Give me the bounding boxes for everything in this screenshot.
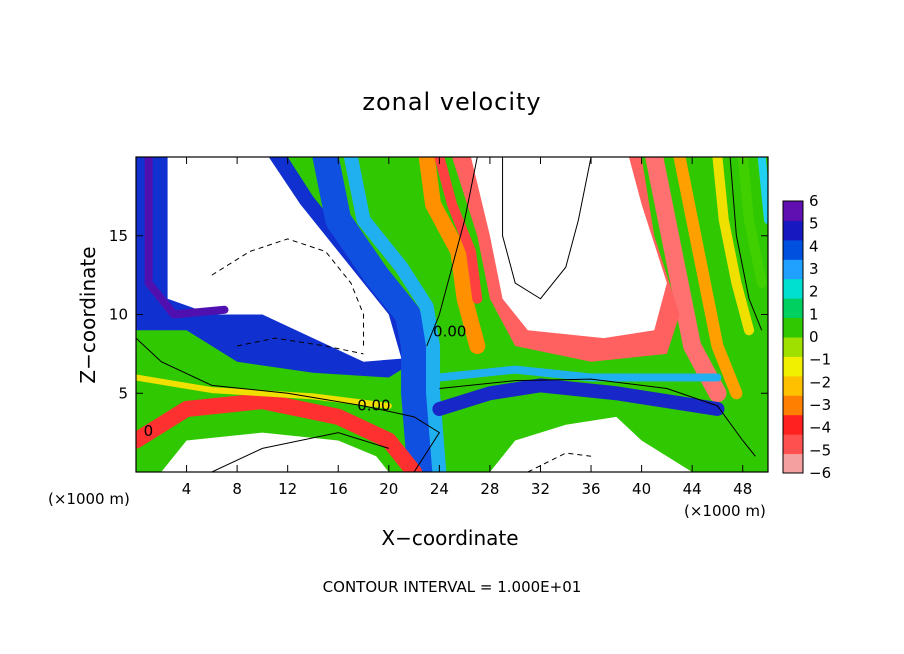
colorbar-swatch bbox=[783, 453, 803, 474]
band-green-right bbox=[737, 157, 767, 288]
colorbar-swatch bbox=[783, 317, 803, 338]
band-blue-center bbox=[312, 157, 434, 472]
colorbar-swatch bbox=[783, 337, 803, 357]
band-cyan-right bbox=[757, 157, 768, 224]
y-unit-label: (×1000 m) bbox=[48, 490, 130, 508]
x-axis-label: X−coordinate bbox=[381, 526, 519, 550]
colorbar-frame bbox=[782, 200, 804, 474]
colorbar-tick-label: 1 bbox=[809, 305, 819, 323]
colorbar-tick-label: 6 bbox=[809, 192, 819, 210]
band-yellow-bottom bbox=[136, 374, 392, 409]
region-white-right bbox=[470, 157, 667, 339]
x-axis: 4 8 12 16 20 24 28 32 36 40 44 48 bbox=[182, 157, 752, 498]
colorbar-swatch bbox=[783, 239, 803, 260]
band-blue-lower bbox=[432, 378, 725, 416]
y-tick-label: 15 bbox=[109, 227, 128, 245]
x-tick-label: 40 bbox=[632, 480, 651, 498]
contour-label: 0.00 bbox=[433, 323, 466, 341]
velocity-field bbox=[136, 157, 768, 472]
x-tick-label: 4 bbox=[182, 480, 192, 498]
colorbar-swatch bbox=[783, 414, 803, 435]
x-unit-label: (×1000 m) bbox=[684, 502, 766, 520]
colorbar-tick-label: 3 bbox=[809, 260, 819, 278]
contour-pos-right bbox=[502, 157, 592, 300]
colorbar-tick-label: −5 bbox=[809, 441, 831, 459]
colorbar-tick-label: −6 bbox=[809, 464, 831, 482]
region-white-bottom bbox=[161, 432, 389, 472]
y-tick-label: 5 bbox=[118, 384, 128, 402]
contour-pos-bottom bbox=[211, 432, 389, 472]
contour-zero-lower bbox=[136, 337, 441, 472]
colorbar-swatch bbox=[783, 395, 803, 416]
band-red-bottom bbox=[136, 393, 423, 472]
contour-labels: 0.00 0.00 0 bbox=[144, 323, 467, 440]
colorbar-tick-label: 4 bbox=[809, 237, 819, 255]
colorbar-swatch bbox=[783, 278, 803, 299]
contour-label: 0.00 bbox=[357, 397, 390, 415]
x-tick-label: 48 bbox=[733, 480, 752, 498]
colorbar-tick-label: −4 bbox=[809, 419, 831, 437]
band-cyan-center bbox=[343, 157, 447, 472]
band-pink-right bbox=[645, 157, 727, 403]
x-tick-label: 16 bbox=[329, 480, 348, 498]
colorbar-swatch bbox=[783, 220, 803, 241]
band-red-center bbox=[434, 157, 483, 304]
colorbar-swatch bbox=[783, 434, 803, 455]
colorbar-tick-label: 2 bbox=[809, 283, 819, 301]
contour-label: 0 bbox=[144, 422, 154, 440]
x-tick-label: 36 bbox=[581, 480, 600, 498]
colorbar-tick-label: −2 bbox=[809, 373, 831, 391]
y-axis: 5 10 15 bbox=[109, 227, 768, 402]
x-tick-label: 8 bbox=[232, 480, 242, 498]
contour-zero-right bbox=[439, 378, 756, 457]
band-yellow-right bbox=[712, 157, 755, 336]
colorbar: 6 5 4 3 2 1 0 −1 −2 −3 −4 −5 −6 bbox=[782, 192, 831, 482]
colorbar-tick-label: −1 bbox=[809, 351, 831, 369]
x-tick-label: 12 bbox=[278, 480, 297, 498]
band-orange-center bbox=[418, 157, 486, 354]
x-tick-label: 32 bbox=[531, 480, 550, 498]
contour-lines bbox=[136, 157, 763, 472]
colorbar-swatch bbox=[783, 356, 803, 377]
contour-zero-far-right bbox=[729, 157, 763, 331]
band-cyan-lower bbox=[435, 365, 722, 382]
colorbar-swatch bbox=[783, 259, 803, 280]
band-purple-left bbox=[144, 157, 229, 319]
region-white-lower bbox=[489, 416, 693, 472]
y-axis-label: Z−coordinate bbox=[76, 246, 100, 384]
colorbar-swatch bbox=[783, 201, 803, 221]
colorbar-tick-label: 0 bbox=[809, 328, 819, 346]
colorbar-tick-label: −3 bbox=[809, 396, 831, 414]
x-tick-label: 20 bbox=[379, 480, 398, 498]
x-tick-label: 44 bbox=[683, 480, 702, 498]
contour-neg-left bbox=[211, 238, 365, 346]
x-tick-label: 24 bbox=[430, 480, 449, 498]
chart-title: zonal velocity bbox=[362, 88, 542, 116]
contour-interval-note: CONTOUR INTERVAL = 1.000E+01 bbox=[322, 578, 582, 596]
colorbar-swatch bbox=[783, 298, 803, 319]
band-green-center bbox=[381, 157, 459, 322]
colorbar-tick-label: 5 bbox=[809, 215, 819, 233]
contour-zero-center bbox=[426, 157, 478, 347]
colorbar-swatch bbox=[783, 375, 803, 396]
y-tick-label: 10 bbox=[109, 306, 128, 324]
contour-neg-inner bbox=[237, 337, 364, 355]
band-orange-right bbox=[673, 157, 743, 400]
x-tick-label: 28 bbox=[480, 480, 499, 498]
